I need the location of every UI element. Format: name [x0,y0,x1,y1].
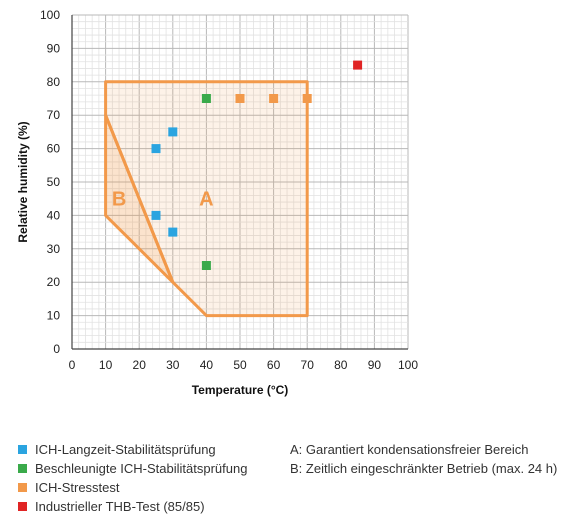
data-point [353,60,363,70]
legend-label: Beschleunigte ICH-Stabilitätsprüfung [35,461,248,476]
region-label-b: B [112,189,126,211]
legend-label: ICH-Stresstest [35,480,120,495]
legend-swatch [18,445,27,454]
tick-labels: 0 10 20 30 40 50 60 70 80 90 100 0 10 20 30 40 50 60 70 80 9… [40,8,418,372]
x-tick-label: 0 [69,358,76,372]
y-tick-label: 30 [47,242,61,256]
legend-swatch [18,502,27,511]
x-tick-label: 30 [166,358,180,372]
region-b [104,113,175,284]
y-tick-label: 40 [47,208,61,222]
legend-label: ICH-Langzeit-Stabilitätsprüfung [35,442,216,457]
data-point [201,94,211,103]
y-tick-label: 70 [47,108,61,122]
x-axis-label: Temperature (°C) [192,383,289,397]
x-tick-label: 10 [99,358,113,372]
axes [71,15,408,350]
data-points [151,60,363,270]
data-point [302,94,312,103]
y-tick-label: 100 [40,8,60,22]
regions: AB [104,80,309,318]
x-tick-label: 60 [267,358,281,372]
legend-series: ICH-Langzeit-Stabilitätsprüfung Beschleu… [18,440,247,516]
x-tick-label: 70 [301,358,315,372]
scatter-chart: AB 0 10 20 30 40 50 60 70 80 90 100010203040506070… [16,8,418,397]
x-tick-label: 90 [368,358,382,372]
x-tick-label: 100 [398,358,418,372]
y-tick-label: 10 [47,309,61,323]
legend-label: Industrieller THB-Test (85/85) [35,499,205,514]
data-point [151,210,161,220]
grid [71,14,409,350]
data-point [201,261,211,270]
x-tick-label: 50 [233,358,247,372]
legend-item: ICH-Langzeit-Stabilitätsprüfung [18,440,247,459]
y-tick-label: 20 [47,275,61,289]
y-tick-label: 80 [47,75,61,89]
legend-note-b: B: Zeitlich eingeschränkter Betrieb (max… [290,461,558,476]
y-tick-label: 50 [47,175,61,189]
x-tick-label: 40 [200,358,214,372]
legend: ICH-Langzeit-Stabilitätsprüfung Beschleu… [18,440,568,514]
legend-swatch [18,464,27,473]
data-point [269,94,279,103]
legend-item: Industrieller THB-Test (85/85) [18,497,247,516]
y-tick-label: 60 [47,142,61,156]
data-point [151,144,161,154]
x-tick-label: 80 [334,358,348,372]
region-label-a: A [199,189,213,211]
y-tick-label: 0 [53,342,60,356]
legend-item: ICH-Stresstest [18,478,247,497]
data-point [168,127,178,137]
y-tick-label: 90 [47,41,61,55]
legend-item: Beschleunigte ICH-Stabilitätsprüfung [18,459,247,478]
legend-note-a: A: Garantiert kondensationsfreier Bereic… [290,442,529,457]
legend-swatch [18,483,27,492]
data-point [168,227,178,237]
x-tick-label: 20 [133,358,147,372]
y-axis-label: Relative humidity (%) [16,121,30,242]
legend-notes: A: Garantiert kondensationsfreier Bereic… [290,440,557,478]
data-point [235,94,245,103]
